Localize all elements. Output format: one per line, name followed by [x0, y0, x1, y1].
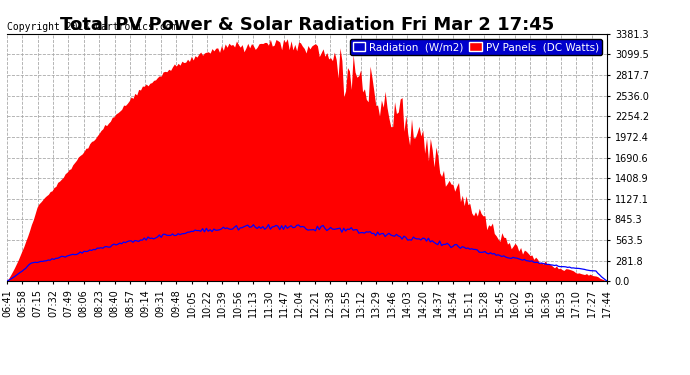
Text: Copyright 2018 Cartronics.com: Copyright 2018 Cartronics.com [7, 22, 177, 33]
Legend: Radiation  (W/m2), PV Panels  (DC Watts): Radiation (W/m2), PV Panels (DC Watts) [350, 39, 602, 55]
Title: Total PV Power & Solar Radiation Fri Mar 2 17:45: Total PV Power & Solar Radiation Fri Mar… [60, 16, 554, 34]
